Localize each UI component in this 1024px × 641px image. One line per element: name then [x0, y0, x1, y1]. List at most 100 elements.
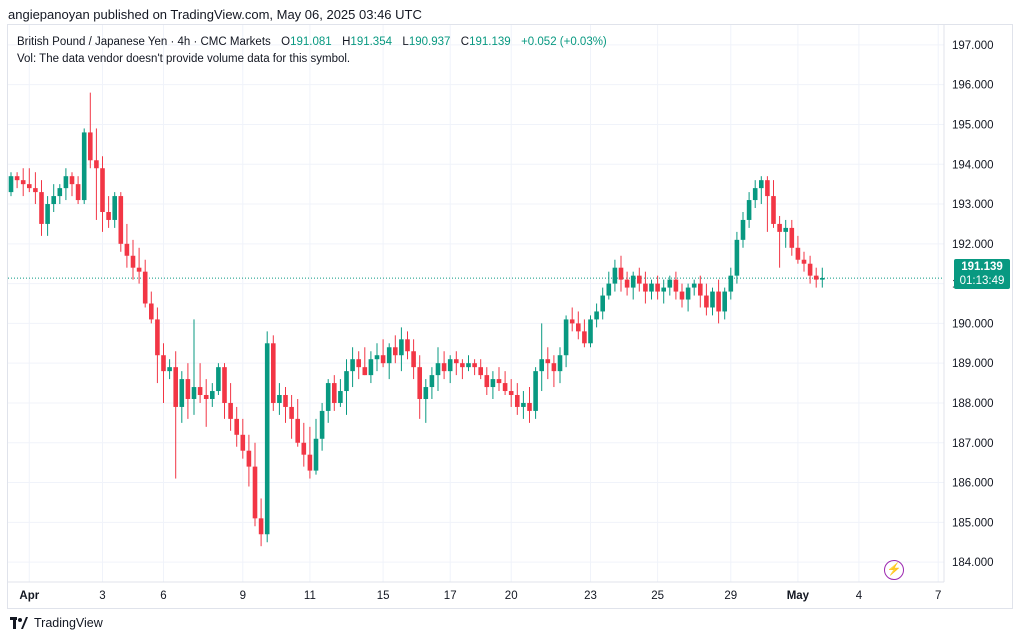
candle	[612, 259, 618, 292]
candle	[789, 219, 795, 256]
candle-body	[569, 319, 575, 324]
low-label: L	[402, 36, 409, 48]
candle	[417, 355, 422, 419]
candle-body	[527, 402, 532, 411]
candle-body	[783, 227, 788, 232]
candle	[655, 275, 660, 300]
candle	[600, 287, 605, 320]
candle-body	[661, 287, 666, 292]
candle-body	[557, 355, 563, 372]
candle-body	[643, 283, 648, 292]
candle	[319, 402, 325, 451]
candle-body	[197, 387, 203, 396]
candle	[94, 128, 99, 220]
candle	[69, 172, 75, 197]
candle	[752, 180, 758, 209]
candle-body	[325, 383, 331, 411]
candle-body	[45, 204, 50, 224]
candle	[39, 180, 44, 236]
candle	[722, 287, 727, 320]
candle-body	[490, 379, 496, 388]
lightning-bolt-icon[interactable]: ⚡	[884, 560, 904, 580]
y-axis-layer: 184.000 185.000 186.000 187.000 188.000 189.0…	[952, 40, 994, 569]
candle-body	[289, 406, 294, 419]
candle	[411, 339, 416, 380]
candle-body	[594, 311, 599, 320]
candle-body	[8, 176, 14, 193]
candle	[539, 323, 544, 392]
candle	[624, 271, 630, 296]
candle-body	[502, 383, 508, 392]
candle	[478, 359, 483, 380]
symbol-line: British Pound / Japanese Yen · 4h · CMC …	[17, 36, 271, 48]
candle-body	[563, 319, 569, 356]
candle	[746, 192, 752, 228]
x-tick-label: 3	[99, 590, 105, 602]
candle-body	[478, 367, 483, 376]
candle-body	[374, 355, 380, 360]
candle	[149, 291, 154, 324]
y-tick-label: 196.000	[952, 80, 994, 92]
candle	[643, 271, 648, 304]
candle-body	[69, 176, 75, 185]
candle-body	[746, 200, 752, 220]
candle	[63, 168, 69, 201]
candle	[374, 343, 380, 372]
candle	[728, 267, 734, 300]
candle	[502, 371, 508, 396]
candle	[332, 375, 337, 411]
x-tick-label: 7	[935, 590, 941, 602]
y-tick-label: 186.000	[952, 478, 994, 490]
candle-body	[216, 367, 221, 392]
x-tick-label: Apr	[19, 590, 39, 602]
candle	[454, 351, 459, 376]
candle-body	[777, 223, 782, 232]
candle	[557, 347, 563, 384]
candle-body	[588, 319, 593, 344]
candle-body	[807, 263, 813, 276]
candle	[51, 184, 56, 212]
candle	[344, 359, 349, 415]
candle-body	[508, 391, 514, 396]
publisher-line: angiepanoyan published on TradingView.co…	[8, 7, 422, 22]
candle	[203, 379, 209, 427]
candle-body	[765, 180, 770, 197]
candle-body	[386, 347, 392, 364]
candle-body	[752, 188, 758, 201]
candle-body	[264, 343, 270, 535]
candle-body	[246, 450, 252, 467]
candle-body	[533, 371, 538, 411]
candle	[551, 355, 557, 388]
candle-body	[820, 278, 825, 280]
candle	[356, 351, 361, 380]
candle-body	[271, 343, 276, 403]
candle-body	[51, 196, 56, 205]
candle-body	[106, 211, 111, 220]
candle	[667, 275, 673, 296]
candle	[210, 383, 215, 407]
candle-body	[728, 275, 734, 292]
candle	[118, 192, 124, 252]
candle-body	[319, 410, 325, 439]
candle-body	[57, 188, 63, 197]
candle-body	[130, 255, 136, 268]
candle-body	[539, 359, 544, 372]
chart-frame[interactable]	[7, 24, 1013, 609]
x-tick-label: 23	[584, 590, 597, 602]
candle-body	[173, 367, 178, 407]
candle	[508, 379, 514, 407]
y-tick-label: 189.000	[952, 358, 994, 370]
candle-body	[88, 132, 93, 161]
candle-body	[185, 379, 191, 399]
candle-body	[673, 279, 679, 292]
candle	[673, 271, 679, 300]
candle-body	[277, 395, 282, 403]
candle	[130, 239, 136, 280]
candle-body	[161, 355, 166, 372]
candle	[112, 192, 117, 228]
candle-body	[466, 363, 471, 368]
x-tick-label: May	[787, 590, 810, 602]
candle-body	[423, 387, 429, 399]
y-tick-label: 184.000	[952, 557, 994, 569]
